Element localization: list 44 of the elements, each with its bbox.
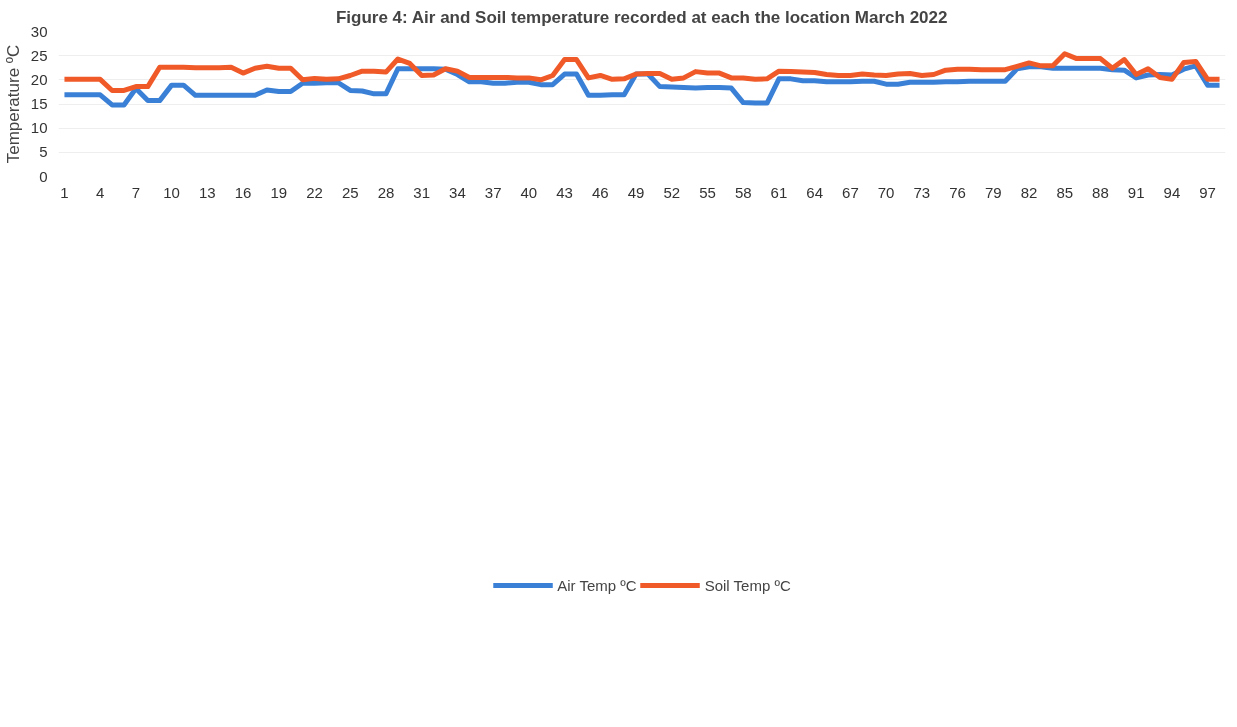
chart-title: Figure 4: Air and Soil temperature recorded at each the location March 2022 xyxy=(335,7,948,27)
x-tick-label: 1 xyxy=(60,183,69,201)
x-tick-label: 52 xyxy=(663,183,681,201)
x-tick-label: 58 xyxy=(734,183,752,201)
x-tick-label: 40 xyxy=(520,183,538,201)
x-tick-label: 79 xyxy=(984,183,1002,201)
x-tick-label: 34 xyxy=(449,183,466,201)
x-tick-label: 85 xyxy=(1056,183,1074,201)
x-tick-label: 16 xyxy=(234,183,252,201)
y-tick-label: 20 xyxy=(30,70,48,88)
x-tick-label: 94 xyxy=(1163,183,1181,201)
x-tick-label: 64 xyxy=(806,183,824,201)
x-tick-label: 46 xyxy=(591,183,609,201)
x-tick-label: 67 xyxy=(842,183,859,201)
x-tick-label: 43 xyxy=(556,183,573,201)
x-tick-label: 4 xyxy=(96,183,105,201)
x-tick-label: 55 xyxy=(699,183,716,201)
x-tick-label: 70 xyxy=(877,183,895,201)
x-tick-label: 10 xyxy=(163,183,180,201)
y-tick-label: 10 xyxy=(30,119,48,137)
x-tick-label: 97 xyxy=(1199,183,1216,201)
x-tick-label: 76 xyxy=(949,183,966,201)
x-tick-label: 28 xyxy=(377,183,395,201)
x-tick-label: 22 xyxy=(306,183,323,201)
legend-label: Air Temp ºC xyxy=(557,576,637,594)
y-tick-label: 5 xyxy=(39,143,48,161)
y-tick-label: 30 xyxy=(30,22,48,40)
x-tick-label: 88 xyxy=(1092,183,1109,201)
x-tick-label: 91 xyxy=(1127,183,1145,201)
x-tick-label: 49 xyxy=(627,183,645,201)
x-tick-label: 25 xyxy=(341,183,359,201)
x-tick-label: 73 xyxy=(913,183,931,201)
x-tick-label: 37 xyxy=(484,183,502,201)
y-axis-title: Temperature ºC xyxy=(3,44,23,164)
x-tick-label: 31 xyxy=(413,183,431,201)
y-tick-label: 0 xyxy=(39,167,48,185)
x-tick-label: 7 xyxy=(131,183,141,201)
x-tick-label: 13 xyxy=(199,183,216,201)
x-tick-label: 82 xyxy=(1020,183,1038,201)
y-tick-label: 25 xyxy=(30,46,48,64)
y-tick-label: 15 xyxy=(30,95,48,112)
x-tick-label: 19 xyxy=(270,183,288,201)
x-tick-label: 61 xyxy=(770,183,788,201)
legend-label: Soil Temp ºC xyxy=(704,576,791,594)
